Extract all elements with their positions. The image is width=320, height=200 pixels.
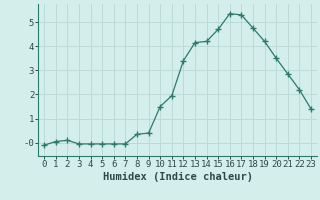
X-axis label: Humidex (Indice chaleur): Humidex (Indice chaleur) [103, 172, 252, 182]
